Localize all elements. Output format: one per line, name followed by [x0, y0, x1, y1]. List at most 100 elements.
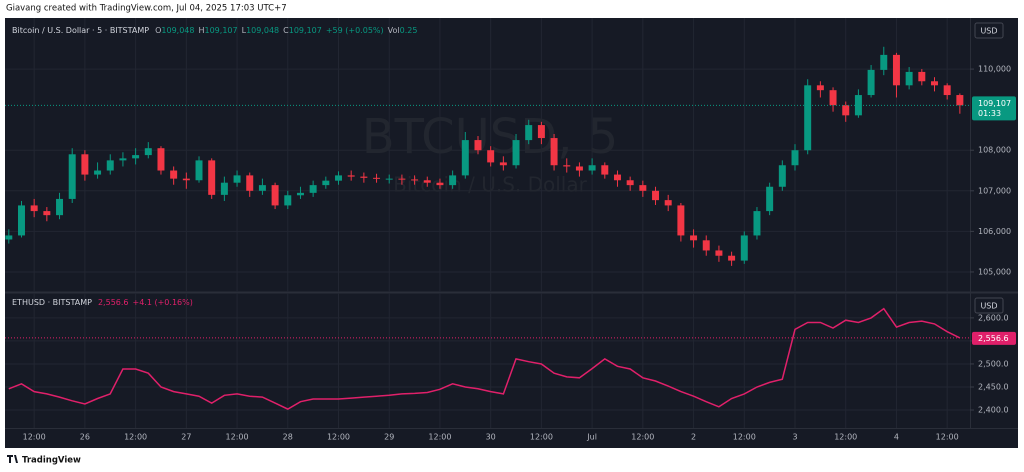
candle-body: [56, 198, 64, 216]
x-tick-label: 12:00: [631, 433, 654, 442]
candle-body: [436, 182, 444, 186]
candle-body: [487, 150, 495, 163]
candle-body: [753, 211, 761, 236]
candle-body: [791, 150, 799, 166]
symbol-title: Bitcoin / U.S. Dollar · 5 · BITSTAMP: [12, 26, 149, 35]
candle-body: [905, 71, 913, 86]
candle-body: [715, 250, 723, 256]
candle-body: [892, 54, 900, 86]
candle-body: [956, 95, 964, 106]
candle-body: [867, 69, 875, 96]
overlays: 105,000 106,000 107,000 108,000 110,000 USD 10…: [12, 22, 1016, 442]
candle-body: [474, 140, 482, 151]
candle-body: [690, 235, 698, 241]
candle-body: [94, 170, 102, 175]
candle-body: [766, 186, 774, 212]
ohlc-value: 109,107: [289, 26, 322, 35]
candle-body: [931, 81, 938, 86]
currency-button[interactable]: [974, 297, 1004, 314]
symbol-title: ETHUSD · BITSTAMP: [12, 298, 92, 307]
candle-body: [157, 148, 165, 171]
price: 2,556.6: [98, 298, 129, 307]
candle-body: [728, 255, 736, 261]
y-tick-label: 2,600.0: [978, 313, 1009, 322]
x-tick-label: 26: [80, 433, 90, 442]
logo-mark: [7, 455, 18, 463]
candle-body: [411, 179, 419, 181]
x-tick-label: 12:00: [124, 433, 147, 442]
currency-label: USD: [980, 302, 997, 311]
last-price-label: 2,556.6: [978, 334, 1009, 343]
x-tick-label: 12:00: [327, 433, 350, 442]
candle-body: [512, 140, 520, 166]
candle-body: [575, 166, 583, 171]
candle-body: [284, 195, 292, 206]
candle-body: [499, 162, 507, 166]
y-tick-label: 108,000: [978, 146, 1011, 155]
candle-body: [182, 178, 190, 181]
candle-body: [449, 175, 457, 186]
candle-body: [43, 211, 51, 216]
change: +4.1 (+0.16%): [133, 298, 193, 307]
candle-body: [208, 160, 216, 195]
candle-body: [880, 54, 888, 70]
candle-body: [854, 95, 862, 116]
candle-body: [563, 165, 571, 167]
ohlc-value: 109,048: [246, 26, 279, 35]
x-tick-label: 12:00: [428, 433, 451, 442]
candle-body: [398, 178, 406, 180]
candle-body: [246, 175, 254, 191]
x-tick-label: 28: [283, 433, 293, 442]
ohlc-label: O: [155, 26, 161, 35]
candle-body: [170, 170, 178, 179]
ohlc-label: L: [242, 26, 247, 35]
candle-body: [385, 178, 393, 180]
candle-body: [309, 185, 317, 193]
y-tick-label: 2,450.0: [978, 382, 1009, 391]
watermark-description: Bitcoin / U.S. Dollar: [393, 173, 587, 197]
countdown: 01:33: [978, 109, 1001, 118]
x-tick-label: 4: [894, 433, 899, 442]
volume-label: Vol: [388, 26, 400, 35]
candle-body: [296, 192, 304, 196]
x-tick-label: 12:00: [226, 433, 249, 442]
candle-body: [81, 154, 89, 175]
candle-body: [17, 205, 25, 236]
ohlc-label: C: [283, 26, 289, 35]
candle-body: [271, 185, 279, 206]
x-tick-label: 29: [384, 433, 394, 442]
currency-label: USD: [980, 27, 997, 36]
x-tick-label: 12:00: [834, 433, 857, 442]
currency-button[interactable]: [974, 22, 1004, 39]
candle-body: [423, 180, 431, 183]
x-tick-label: 2: [691, 433, 696, 442]
candle-body: [119, 158, 127, 161]
candle-body: [588, 165, 596, 171]
x-tick-label: 30: [486, 433, 496, 442]
candle-body: [639, 185, 647, 191]
price-line: [8, 307, 961, 410]
brand: TradingView: [22, 456, 81, 466]
last-price-box: [972, 96, 1016, 121]
candle-body: [373, 177, 381, 179]
chart-panel: [5, 18, 1018, 448]
candle-body: [322, 180, 330, 186]
candle-body: [778, 165, 786, 187]
candle-body: [677, 205, 685, 236]
candle-body: [258, 185, 266, 191]
candle-body: [30, 205, 38, 212]
y-tick-label: 110,000: [978, 65, 1011, 74]
candle-body: [233, 175, 241, 183]
footer-logo: [7, 455, 18, 463]
candle-body: [68, 154, 76, 199]
x-tick-label: 12:00: [23, 433, 46, 442]
y-tick-label: 2,400.0: [978, 406, 1009, 415]
candle-body: [842, 105, 850, 116]
y-tick-label: 107,000: [978, 186, 1011, 195]
candle-body: [461, 140, 469, 176]
candle-body: [360, 176, 368, 178]
legend: Bitcoin / U.S. Dollar · 5 · BITSTAMP O 109…: [12, 26, 417, 35]
y-tick-label: 106,000: [978, 227, 1011, 236]
